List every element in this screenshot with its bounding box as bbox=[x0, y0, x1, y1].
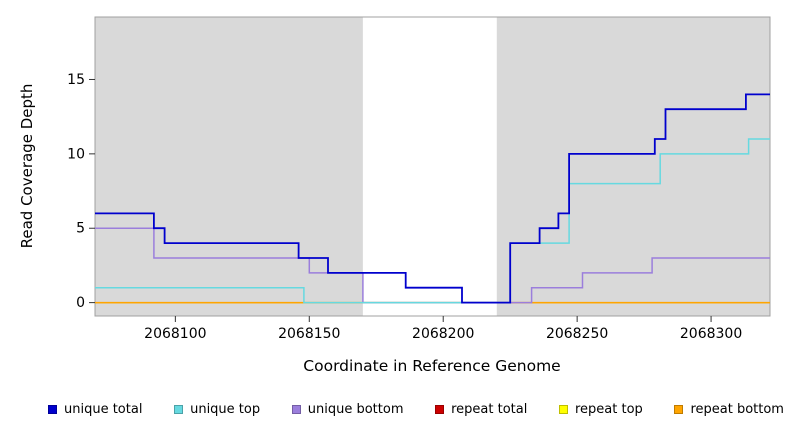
legend-swatch-repeat-total bbox=[435, 404, 445, 414]
legend-item-unique-total: unique total bbox=[48, 402, 142, 417]
x-tick-label: 2068150 bbox=[278, 326, 340, 342]
shaded-region bbox=[496, 17, 770, 316]
legend-label: repeat top bbox=[575, 401, 643, 417]
legend-item-repeat-top: repeat top bbox=[559, 402, 643, 417]
plot-border bbox=[94, 16, 771, 317]
y-axis-title: Read Coverage Depth bbox=[18, 83, 36, 249]
legend: unique total unique top unique bottom repea… bbox=[48, 398, 784, 420]
legend-swatch-repeat-bottom bbox=[674, 404, 684, 414]
legend-swatch-unique-total bbox=[48, 404, 57, 414]
y-tick-label: 5 bbox=[76, 221, 85, 237]
plot-area: 2068100 2068150 2068200 2068250 2068300 0 5 10 1… bbox=[67, 16, 771, 342]
x-tick-label: 2068100 bbox=[144, 326, 206, 342]
legend-label: unique bottom bbox=[307, 401, 404, 417]
legend-swatch-unique-bottom bbox=[291, 404, 301, 414]
legend-swatch-unique-top bbox=[174, 404, 184, 414]
legend-item-unique-bottom: unique bottom bbox=[291, 401, 404, 417]
legend-swatch-repeat-top bbox=[559, 404, 568, 414]
y-tick-label: 10 bbox=[67, 146, 85, 162]
legend-label: unique top bbox=[190, 401, 261, 417]
y-tick-label: 0 bbox=[76, 295, 85, 311]
legend-label: repeat total bbox=[451, 401, 528, 417]
legend-item-repeat-bottom: repeat bottom bbox=[674, 402, 784, 417]
legend-item-repeat-total: repeat total bbox=[435, 402, 527, 417]
legend-item-unique-top: unique top bbox=[174, 402, 260, 417]
legend-label: unique total bbox=[64, 401, 143, 417]
legend-label: repeat bottom bbox=[690, 401, 784, 417]
shaded-region bbox=[95, 17, 363, 316]
x-tick-label: 2068250 bbox=[546, 326, 608, 342]
series-line-unique-total bbox=[95, 93, 770, 304]
x-axis-title: Coordinate in Reference Genome bbox=[303, 357, 561, 375]
x-tick-label: 2068300 bbox=[680, 326, 742, 342]
x-tick-label: 2068200 bbox=[412, 326, 474, 342]
y-tick-label: 15 bbox=[67, 72, 85, 88]
